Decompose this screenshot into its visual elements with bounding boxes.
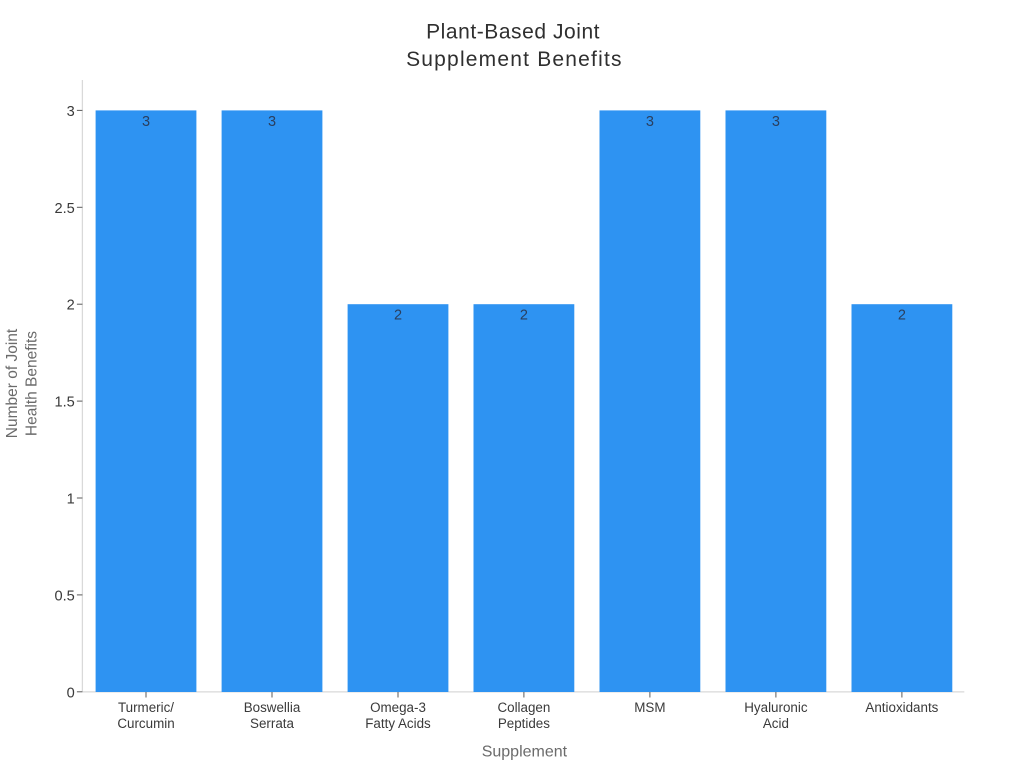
svg-text:Serrata: Serrata [250,716,294,731]
svg-text:Health Benefits: Health Benefits [23,331,40,436]
svg-text:3: 3 [67,104,75,120]
svg-text:Number of Joint: Number of Joint [4,328,21,438]
svg-text:2: 2 [520,307,528,323]
svg-text:3: 3 [646,114,654,130]
svg-text:3: 3 [142,114,150,130]
svg-text:2: 2 [394,307,402,323]
svg-text:3: 3 [268,114,276,130]
svg-text:Antioxidants: Antioxidants [865,700,938,715]
svg-text:Supplement: Supplement [482,743,568,760]
svg-text:Supplement Benefits: Supplement Benefits [406,48,623,71]
svg-text:Plant-Based Joint: Plant-Based Joint [426,21,600,44]
svg-text:2.5: 2.5 [55,201,75,217]
svg-text:Curcumin: Curcumin [117,716,174,731]
svg-text:2: 2 [898,307,906,323]
svg-text:Collagen: Collagen [497,700,550,715]
svg-text:Boswellia: Boswellia [244,700,301,715]
svg-text:3: 3 [772,114,780,130]
svg-text:Hyaluronic: Hyaluronic [744,700,808,715]
svg-text:Acid: Acid [763,716,789,731]
svg-text:MSM: MSM [634,700,665,715]
svg-text:Fatty Acids: Fatty Acids [365,716,431,731]
svg-text:2: 2 [67,298,75,314]
svg-text:1: 1 [67,492,75,508]
svg-text:Turmeric/: Turmeric/ [118,700,174,715]
svg-text:Peptides: Peptides [498,716,550,731]
svg-text:0: 0 [67,685,75,701]
svg-text:1.5: 1.5 [55,395,75,411]
svg-text:0.5: 0.5 [55,588,75,604]
svg-text:Omega-3: Omega-3 [370,700,426,715]
